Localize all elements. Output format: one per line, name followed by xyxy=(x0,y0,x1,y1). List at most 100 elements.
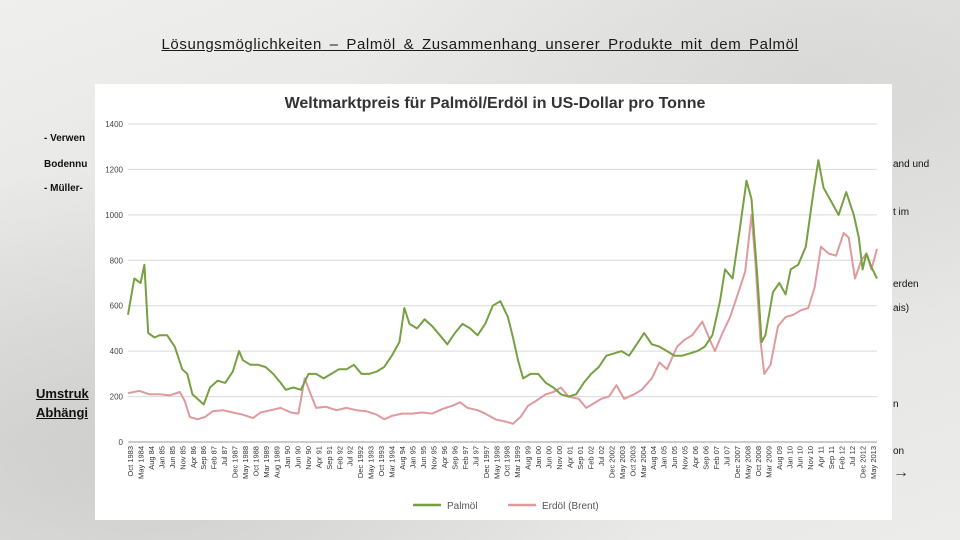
x-tick-label: Jan 00 xyxy=(534,446,543,469)
x-tick-label: Jul 97 xyxy=(471,446,480,466)
right-fragment-1: and und xyxy=(893,159,930,170)
x-tick-label: Sep 96 xyxy=(450,446,459,470)
x-tick-label: Aug 84 xyxy=(147,446,156,470)
x-tick-label: Sep 11 xyxy=(827,446,836,469)
arrow-right-icon: → xyxy=(893,464,909,481)
x-tick-label: Feb 92 xyxy=(335,446,344,469)
x-tick-label: Mar 1994 xyxy=(388,446,397,478)
x-tick-label: Aug 04 xyxy=(649,446,658,470)
series-lines xyxy=(127,159,878,425)
x-tick-label: Dec 1987 xyxy=(231,446,240,478)
left-fragment-3: - Müller- xyxy=(44,183,83,194)
x-tick-label: Dec 2007 xyxy=(733,446,742,478)
x-tick-label: Dec 2002 xyxy=(607,446,616,478)
gridlines xyxy=(128,123,877,443)
right-fragment-5: n xyxy=(893,399,899,410)
x-tick-label: Jul 02 xyxy=(597,446,606,466)
x-tick-label: Jan 85 xyxy=(157,446,166,469)
x-tick-label: Oct 1988 xyxy=(252,446,261,476)
x-tick-label: Feb 87 xyxy=(210,446,219,469)
x-tick-label: May 1988 xyxy=(241,446,250,479)
x-tick-label: May 2003 xyxy=(618,446,627,479)
x-tick-label: Jul 12 xyxy=(848,446,857,466)
x-tick-label: May 2013 xyxy=(869,446,878,479)
x-tick-label: Apr 11 xyxy=(817,446,826,468)
x-tick-label: Jan 05 xyxy=(660,446,669,469)
x-tick-label: Jan 90 xyxy=(283,446,292,469)
x-tick-label: Sep 86 xyxy=(199,446,208,470)
x-tick-label: Aug 99 xyxy=(524,446,533,470)
right-fragment-6: on xyxy=(893,446,905,457)
x-tick-label: Feb 12 xyxy=(838,446,847,469)
left-fragment-2: Bodennu xyxy=(44,159,88,170)
x-tick-label: Dec 2012 xyxy=(859,446,868,478)
x-tick-label: Feb 97 xyxy=(461,446,470,469)
x-tick-label: Sep 01 xyxy=(576,446,585,470)
x-tick-label: May 1993 xyxy=(367,446,376,479)
y-tick-label: 1000 xyxy=(105,211,123,220)
x-tick-label: Oct 1983 xyxy=(126,446,135,476)
x-tick-label: Mar 2004 xyxy=(639,446,648,478)
x-tick-label: Jun 00 xyxy=(545,446,554,469)
chart-panel: Weltmarktpreis für Palmöl/Erdöl in US-Do… xyxy=(95,84,892,520)
x-tick-label: Aug 1989 xyxy=(272,446,281,478)
right-fragment-3: erden xyxy=(893,279,919,290)
y-axis: 0 200 400 600 800 1000 1200 1400 xyxy=(105,120,123,447)
right-fragment-2: t im xyxy=(893,207,910,218)
legend: Palmöl Erdöl (Brent) xyxy=(413,501,599,512)
y-tick-label: 600 xyxy=(110,302,124,311)
x-tick-label: Jun 05 xyxy=(670,446,679,469)
y-tick-label: 1400 xyxy=(105,120,123,129)
x-tick-label: Nov 00 xyxy=(555,446,564,470)
x-tick-label: Jul 87 xyxy=(220,446,229,466)
x-tick-label: Dec 1997 xyxy=(482,446,491,478)
x-tick-label: Feb 02 xyxy=(586,446,595,469)
x-tick-label: Apr 96 xyxy=(440,446,449,468)
x-tick-label: Oct 1993 xyxy=(377,446,386,476)
x-tick-label: Jun 95 xyxy=(419,446,428,469)
x-tick-label: May 2008 xyxy=(743,446,752,479)
x-tick-label: Jul 92 xyxy=(346,446,355,466)
x-tick-label: Feb 07 xyxy=(712,446,721,469)
x-tick-label: Aug 94 xyxy=(398,446,407,470)
x-axis: Oct 1983 May 1984 Aug 84 Jan 85 Jun 85 Nov 85… xyxy=(126,446,878,479)
x-tick-label: May 1984 xyxy=(136,446,145,479)
x-tick-label: Nov 95 xyxy=(429,446,438,470)
left-heading-1: Umstruk xyxy=(36,386,89,401)
x-tick-label: Oct 2008 xyxy=(754,446,763,476)
x-tick-label: Oct 1998 xyxy=(503,446,512,476)
x-tick-label: Mar 1989 xyxy=(262,446,271,478)
right-fragment-4: ais) xyxy=(893,303,910,314)
x-tick-label: Apr 91 xyxy=(314,446,323,468)
y-tick-label: 200 xyxy=(110,393,124,402)
y-tick-label: 1200 xyxy=(105,165,123,174)
x-tick-label: Sep 91 xyxy=(325,446,334,470)
legend-label: Palmöl xyxy=(447,501,478,512)
x-tick-label: Mar 1999 xyxy=(513,446,522,478)
left-fragment-1: - Verwen xyxy=(44,133,86,144)
slide-title: Lösungsmöglichkeiten – Palmöl & Zusammen… xyxy=(161,36,799,53)
x-tick-label: Apr 06 xyxy=(691,446,700,468)
x-tick-label: Nov 05 xyxy=(681,446,690,470)
x-tick-label: Jan 95 xyxy=(409,446,418,469)
x-tick-label: Jun 10 xyxy=(796,446,805,469)
x-tick-label: Dec 1992 xyxy=(356,446,365,478)
x-tick-label: Nov 85 xyxy=(178,446,187,470)
x-tick-label: Nov 90 xyxy=(304,446,313,470)
x-tick-label: Sep 06 xyxy=(702,446,711,470)
x-tick-label: Apr 01 xyxy=(566,446,575,468)
y-tick-label: 0 xyxy=(119,438,124,447)
x-tick-label: Jan 10 xyxy=(785,446,794,469)
left-heading-2: Abhängi xyxy=(36,405,88,420)
x-tick-label: Apr 86 xyxy=(189,446,198,468)
x-tick-label: Jun 85 xyxy=(168,446,177,469)
x-tick-label: Jun 90 xyxy=(293,446,302,469)
price-chart: Weltmarktpreis für Palmöl/Erdöl in US-Do… xyxy=(105,95,878,512)
legend-label: Erdöl (Brent) xyxy=(542,501,599,512)
x-tick-label: Oct 2003 xyxy=(628,446,637,476)
x-tick-label: May 1998 xyxy=(492,446,501,479)
chart-title: Weltmarktpreis für Palmöl/Erdöl in US-Do… xyxy=(285,95,706,112)
x-tick-label: Jul 07 xyxy=(722,446,731,466)
series-line-erdoel xyxy=(127,213,878,425)
x-tick-label: Nov 10 xyxy=(806,446,815,470)
